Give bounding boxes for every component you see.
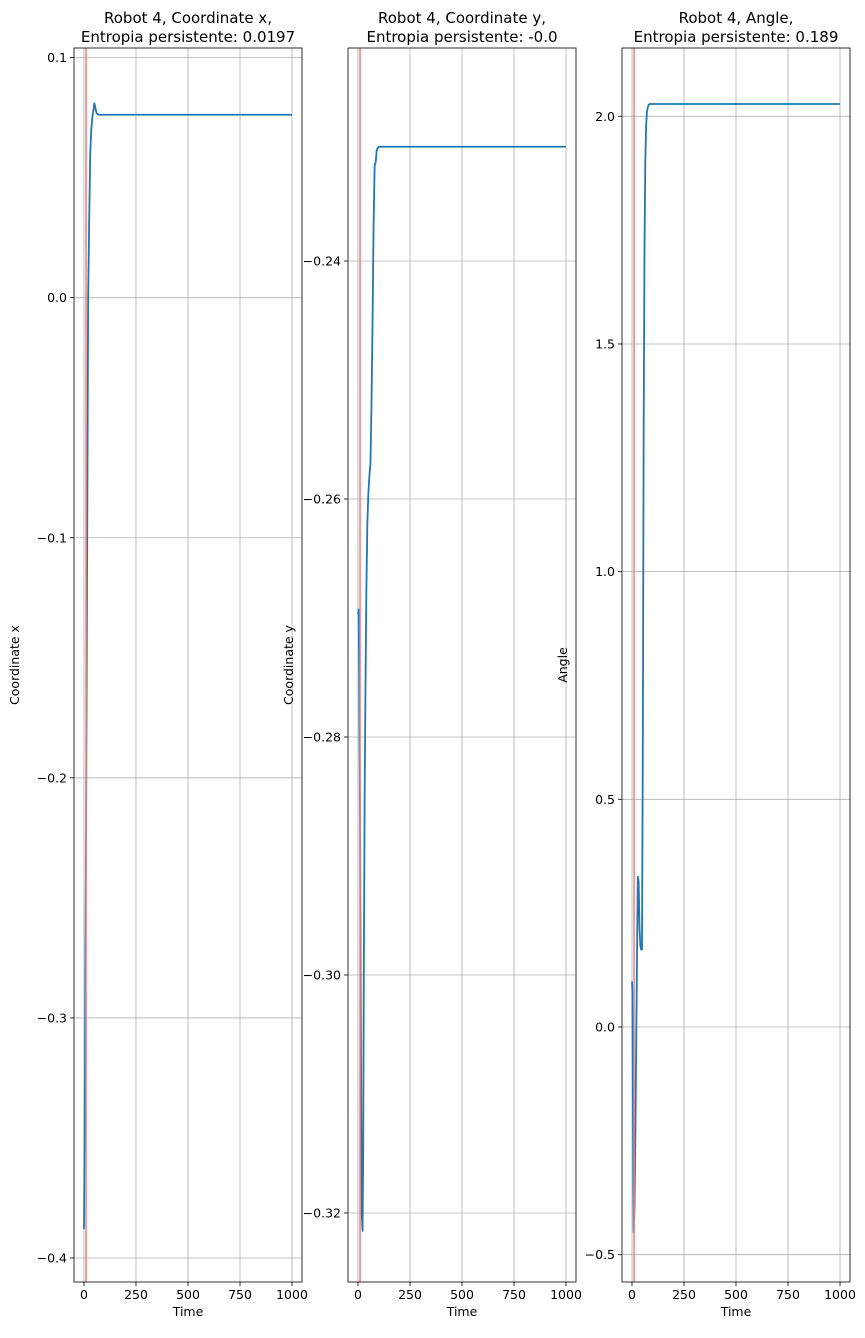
chart-title-line-1: Robot 4, Coordinate x, [104,9,272,27]
chart-panel-2: 0 250 500 750 1000 −0.32 −0.30 −0.28 −0.26 −0.24 T… [281,9,582,1319]
y-tick-label: −0.4 [37,1250,67,1265]
series-line [357,145,567,1232]
x-tick-label: 1000 [824,1287,856,1302]
chart-panel-3: 0 250 500 750 1000 −0.5 0.0 0.5 1.0 1.5 2.0 Time Ang… [555,9,856,1319]
y-tick-label: 1.0 [595,564,615,579]
x-axis-label: Time [720,1304,752,1319]
x-axis-label: Time [446,1304,478,1319]
chart-title-line-1: Robot 4, Angle, [679,9,794,27]
chart-panel-1: 0 250 500 750 1000 −0.4 −0.3 −0.2 −0.1 0.0 0.1 Time… [7,9,308,1319]
series-line [631,103,841,1233]
chart-title-line-2: Entropia persistente: 0.0197 [81,28,295,46]
x-tick-label: 0 [354,1287,362,1302]
y-axis-label: Coordinate y [281,624,296,704]
x-tick-label: 250 [124,1287,148,1302]
y-tick-label: −0.2 [37,770,67,785]
x-tick-label: 250 [672,1287,696,1302]
y-tick-label: 0.5 [595,792,615,807]
y-tick-label: 0.0 [47,290,67,305]
y-tick-label: −0.32 [303,1205,341,1220]
x-tick-label: 500 [450,1287,474,1302]
x-tick-label: 500 [176,1287,200,1302]
x-tick-label: 500 [724,1287,748,1302]
x-tick-label: 250 [398,1287,422,1302]
x-tick-label: 1000 [550,1287,582,1302]
y-tick-label: 0.1 [47,50,67,65]
y-tick-label: 1.5 [595,336,615,351]
y-tick-label: 2.0 [595,109,615,124]
x-tick-label: 0 [80,1287,88,1302]
y-axis-label: Angle [555,647,570,683]
y-tick-label: −0.28 [303,729,341,744]
y-axis-label: Coordinate x [7,625,22,705]
chart-title-line-2: Entropia persistente: -0.0 [366,28,557,46]
y-tick-label: −0.30 [303,967,341,982]
chart-title-line-1: Robot 4, Coordinate y, [378,9,546,27]
y-tick-label: −0.26 [303,491,341,506]
x-tick-label: 750 [228,1287,252,1302]
chart-title-line-2: Entropia persistente: 0.189 [634,28,839,46]
y-tick-label: −0.24 [303,254,341,269]
x-tick-label: 1000 [276,1287,308,1302]
y-tick-label: 0.0 [595,1020,615,1035]
x-tick-label: 0 [628,1287,636,1302]
x-axis-label: Time [172,1304,204,1319]
x-tick-label: 750 [502,1287,526,1302]
series-line [83,102,293,1230]
y-tick-label: −0.5 [585,1247,615,1262]
y-tick-label: −0.1 [37,530,67,545]
x-tick-label: 750 [776,1287,800,1302]
y-tick-label: −0.3 [37,1010,67,1025]
